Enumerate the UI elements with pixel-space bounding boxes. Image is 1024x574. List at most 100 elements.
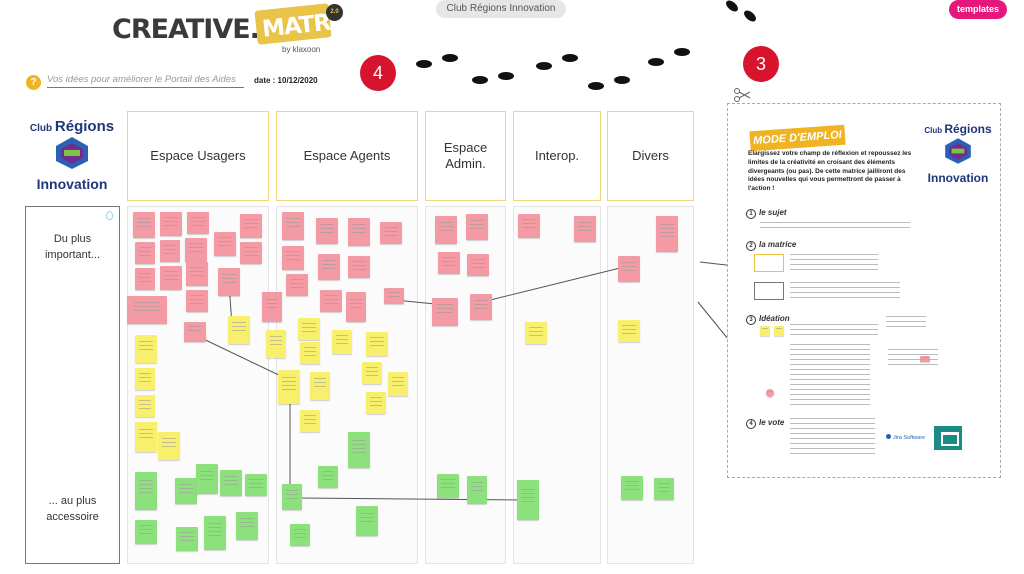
sticky-note[interactable] <box>318 466 338 488</box>
sticky-note[interactable] <box>240 242 262 264</box>
sticky-note[interactable] <box>158 432 180 460</box>
sticky-note[interactable] <box>187 212 209 234</box>
sticky-note[interactable] <box>518 214 540 238</box>
question-icon[interactable]: ? <box>26 75 41 90</box>
sticky-note[interactable] <box>618 320 640 342</box>
column-header-espace-admin[interactable]: Espace Admin. <box>425 111 506 201</box>
sticky-note[interactable] <box>470 294 492 320</box>
subject-input[interactable]: Vos idées pour améliorer le Portail des … <box>47 74 244 88</box>
logo-by-klaxoon: by klaxoon <box>282 45 321 54</box>
sticky-note[interactable] <box>316 218 338 244</box>
step-4-badge: 4 <box>360 55 396 91</box>
ideation-drawing <box>886 316 926 328</box>
sticky-note[interactable] <box>160 266 182 290</box>
sticky-note[interactable] <box>332 330 352 354</box>
sticky-note[interactable] <box>467 254 489 276</box>
sticky-note[interactable] <box>366 332 388 356</box>
sticky-note[interactable] <box>135 395 155 417</box>
sticky-note[interactable] <box>175 478 197 504</box>
sticky-note[interactable] <box>432 298 458 326</box>
sticky-note[interactable] <box>290 524 310 546</box>
section-sujet-text <box>760 222 910 232</box>
sticky-note[interactable] <box>160 240 180 262</box>
section-matrice: 2 la matrice <box>746 240 796 251</box>
matrice-row-example <box>754 282 784 300</box>
sticky-note[interactable] <box>362 362 382 384</box>
sticky-note[interactable] <box>435 216 457 244</box>
sticky-note[interactable] <box>262 292 282 322</box>
matrice-header-example <box>754 254 784 272</box>
sticky-note[interactable] <box>218 268 240 296</box>
column-header-interop[interactable]: Interop. <box>513 111 601 201</box>
pin-icon <box>766 389 774 397</box>
sticky-note[interactable] <box>574 216 596 242</box>
sticky-note[interactable] <box>135 422 157 452</box>
sticky-note[interactable] <box>282 484 302 510</box>
sticky-note[interactable] <box>184 322 206 342</box>
sticky-note[interactable] <box>185 238 207 262</box>
sticky-note[interactable] <box>135 242 155 264</box>
sticky-note[interactable] <box>135 472 157 510</box>
sticky-note[interactable] <box>135 335 157 363</box>
column-header-espace-usagers[interactable]: Espace Usagers <box>127 111 269 201</box>
sticky-note[interactable] <box>656 216 678 252</box>
board-title[interactable]: Club Régions Innovation <box>436 0 566 18</box>
sticky-note[interactable] <box>204 516 226 550</box>
row-bottom-label: ... au plus accessoire <box>46 495 99 523</box>
sticky-note[interactable] <box>388 372 408 396</box>
sticky-note[interactable] <box>214 232 236 256</box>
sticky-note[interactable] <box>320 290 342 312</box>
sticky-note[interactable] <box>282 246 304 270</box>
sticky-note[interactable] <box>127 296 167 324</box>
sticky-note[interactable] <box>384 288 404 304</box>
sticky-note[interactable] <box>228 316 250 344</box>
sticky-note[interactable] <box>176 527 198 551</box>
sticky-note[interactable] <box>621 476 643 500</box>
sticky-note[interactable] <box>467 476 487 504</box>
sticky-note[interactable] <box>654 478 674 500</box>
sticky-note[interactable] <box>298 318 320 340</box>
sticky-note[interactable] <box>236 512 258 540</box>
sticky-note[interactable] <box>438 252 460 274</box>
sticky-note[interactable] <box>286 274 308 296</box>
sticky-note[interactable] <box>133 212 155 238</box>
sticky-note[interactable] <box>346 292 366 322</box>
sticky-note[interactable] <box>437 474 459 498</box>
sticky-note[interactable] <box>318 254 340 280</box>
column-header-espace-agents[interactable]: Espace Agents <box>276 111 418 201</box>
sticky-note[interactable] <box>240 214 262 238</box>
sticky-note[interactable] <box>380 222 402 244</box>
sticky-note[interactable] <box>160 212 182 236</box>
sticky-note[interactable] <box>300 342 320 364</box>
sticky-note[interactable] <box>266 330 286 358</box>
sticky-note[interactable] <box>300 410 320 432</box>
step-3-badge: 3 <box>743 46 779 82</box>
sticky-note[interactable] <box>245 474 267 496</box>
sticky-note[interactable] <box>135 368 155 390</box>
sticky-note[interactable] <box>196 464 218 494</box>
sticky-note[interactable] <box>366 392 386 414</box>
sticky-note[interactable] <box>135 268 155 290</box>
section-ideation-text-2 <box>790 344 870 406</box>
sticky-note[interactable] <box>348 256 370 278</box>
column-header-divers[interactable]: Divers <box>607 111 694 201</box>
sticky-note[interactable] <box>466 214 488 240</box>
sticky-note[interactable] <box>618 256 640 282</box>
sticky-note[interactable] <box>278 370 300 404</box>
sticky-note[interactable] <box>348 432 370 468</box>
sticky-note[interactable] <box>220 470 242 496</box>
sticky-note[interactable] <box>135 520 157 544</box>
sticky-note[interactable] <box>525 322 547 344</box>
sticky-note[interactable] <box>356 506 378 536</box>
sticky-note[interactable] <box>310 372 330 400</box>
sticky-note[interactable] <box>186 262 208 286</box>
row-top-label: Du plus important... <box>44 233 101 261</box>
sticky-note[interactable] <box>348 218 370 246</box>
sticky-note[interactable] <box>186 290 208 312</box>
section-ideation-text <box>790 324 878 339</box>
templates-button[interactable]: templates <box>949 0 1007 19</box>
sticky-note[interactable] <box>517 480 539 520</box>
sticky-note[interactable] <box>282 212 304 240</box>
example-sticky <box>774 326 784 336</box>
jira-software-link[interactable]: Jira Software <box>886 434 925 441</box>
